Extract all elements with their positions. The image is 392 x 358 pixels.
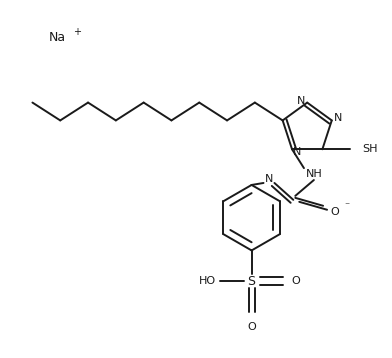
Text: ⁻: ⁻ [344,201,350,211]
Text: Na: Na [49,31,66,44]
Text: N: N [334,113,342,124]
Text: N: N [293,147,301,157]
Text: O: O [247,322,256,332]
Text: N: N [265,174,274,184]
Text: SH: SH [362,144,377,154]
Text: O: O [291,276,300,286]
Text: N: N [297,96,305,106]
Text: HO: HO [199,276,216,286]
Text: +: + [73,27,81,37]
Text: S: S [248,275,256,288]
Text: NH: NH [306,169,323,179]
Text: O: O [330,207,339,217]
